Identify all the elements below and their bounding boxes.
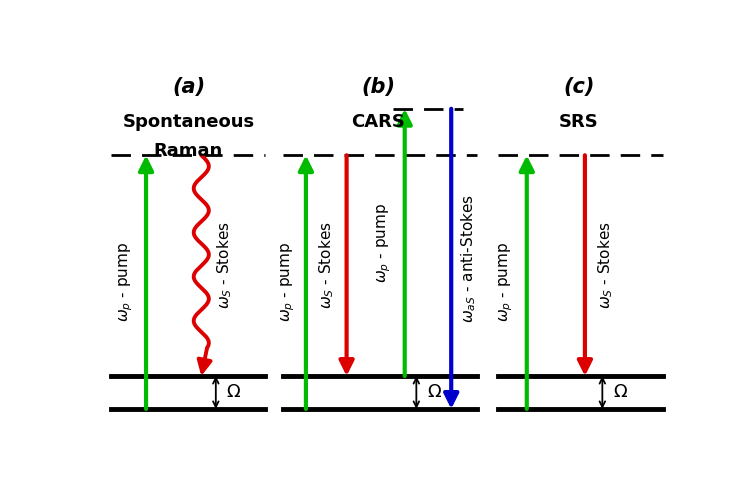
Text: (a): (a) — [172, 77, 205, 98]
Text: $\Omega$: $\Omega$ — [613, 383, 628, 401]
Text: (b): (b) — [362, 77, 395, 98]
Text: (c): (c) — [563, 77, 595, 98]
Text: $\omega_S$ - Stokes: $\omega_S$ - Stokes — [215, 222, 234, 309]
Text: $\omega_S$ - Stokes: $\omega_S$ - Stokes — [317, 222, 335, 309]
Text: $\omega_p$ - pump: $\omega_p$ - pump — [376, 202, 393, 283]
Text: $\omega_p$ - pump: $\omega_p$ - pump — [498, 242, 515, 322]
Text: $\Omega$: $\Omega$ — [427, 383, 442, 401]
Text: SRS: SRS — [560, 113, 599, 131]
Text: Spontaneous: Spontaneous — [122, 113, 254, 131]
Text: Raman: Raman — [154, 142, 223, 160]
Text: CARS: CARS — [352, 113, 406, 131]
Text: $\omega_p$ - pump: $\omega_p$ - pump — [117, 242, 134, 322]
Text: $\omega_{aS}$ - anti-Stokes: $\omega_{aS}$ - anti-Stokes — [459, 195, 478, 323]
Text: $\omega_p$ - pump: $\omega_p$ - pump — [280, 242, 297, 322]
Text: $\Omega$: $\Omega$ — [226, 383, 242, 401]
Text: $\omega_S$ - Stokes: $\omega_S$ - Stokes — [596, 222, 614, 309]
